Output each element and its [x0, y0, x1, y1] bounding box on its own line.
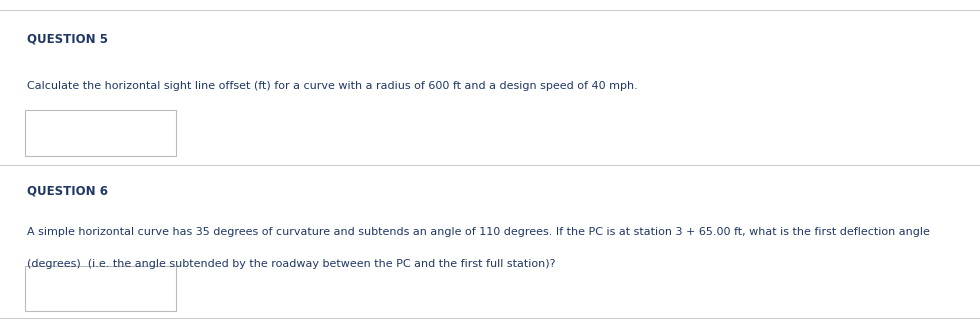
FancyBboxPatch shape: [24, 266, 176, 311]
FancyBboxPatch shape: [24, 110, 176, 156]
Text: A simple horizontal curve has 35 degrees of curvature and subtends an angle of 1: A simple horizontal curve has 35 degrees…: [27, 227, 930, 237]
Text: QUESTION 6: QUESTION 6: [27, 185, 109, 198]
Text: (degrees)  (i.e. the angle subtended by the roadway between the PC and the first: (degrees) (i.e. the angle subtended by t…: [27, 259, 556, 269]
Text: Calculate the horizontal sight line offset (ft) for a curve with a radius of 600: Calculate the horizontal sight line offs…: [27, 81, 638, 91]
Text: QUESTION 5: QUESTION 5: [27, 32, 109, 45]
